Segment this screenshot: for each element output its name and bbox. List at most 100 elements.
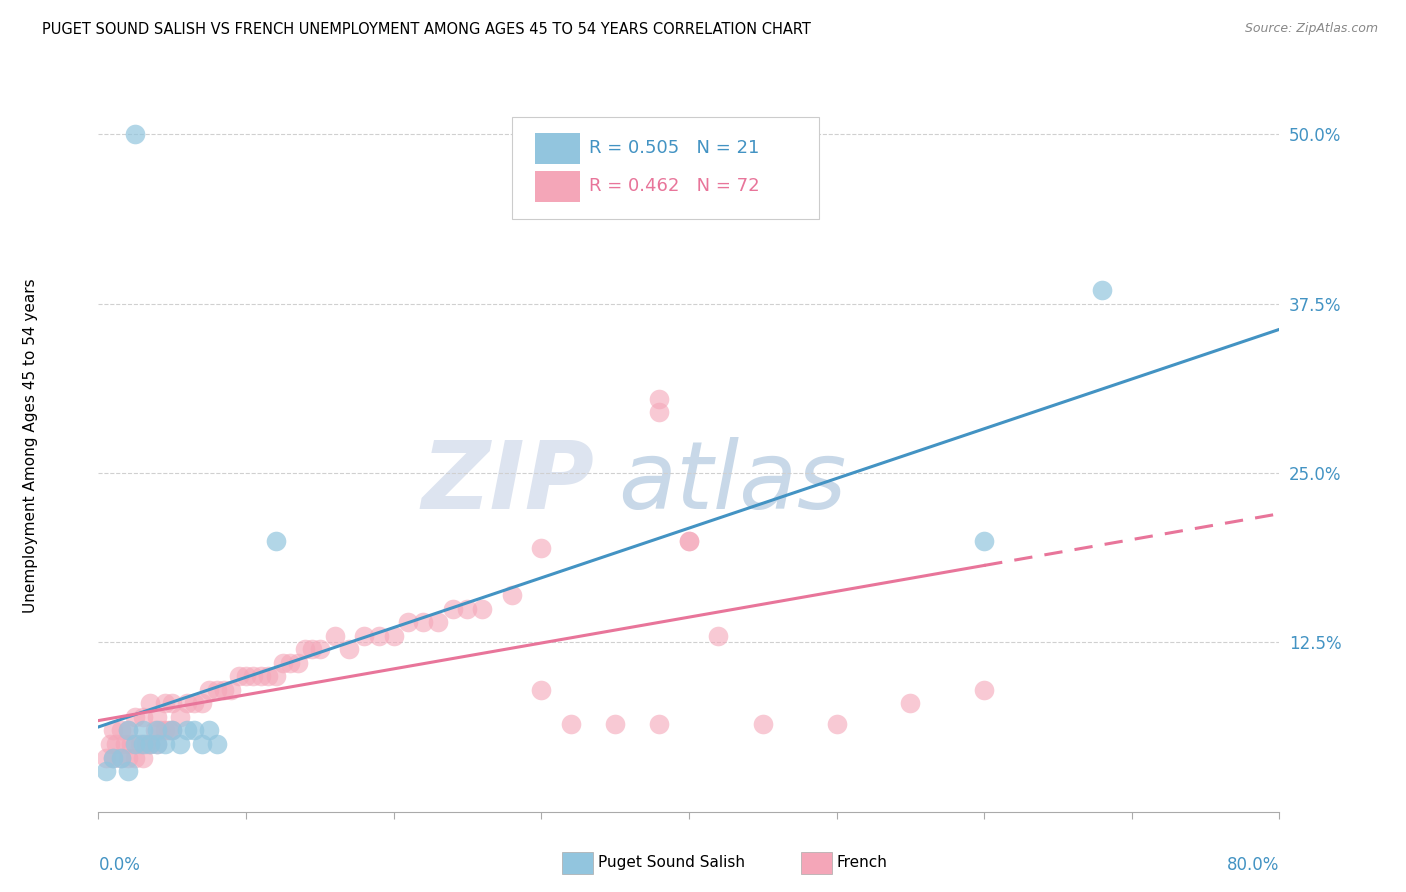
Point <box>751 716 773 731</box>
Point <box>132 737 155 751</box>
Point <box>124 710 146 724</box>
Point <box>162 697 183 711</box>
Text: 80.0%: 80.0% <box>1227 855 1279 873</box>
Point <box>128 737 150 751</box>
Point <box>139 697 162 711</box>
Text: French: French <box>837 855 887 870</box>
Point <box>198 682 221 697</box>
Point <box>219 682 242 697</box>
Point <box>94 750 117 764</box>
Point <box>117 764 139 778</box>
Point <box>146 723 169 738</box>
Point <box>110 723 132 738</box>
Point <box>191 697 214 711</box>
Point <box>114 737 136 751</box>
Point <box>124 737 146 751</box>
Point <box>153 737 176 751</box>
Point <box>124 750 146 764</box>
Point <box>648 405 671 419</box>
Point <box>412 615 434 629</box>
Point <box>456 601 478 615</box>
Point <box>183 697 205 711</box>
Point <box>648 392 671 406</box>
Text: Source: ZipAtlas.com: Source: ZipAtlas.com <box>1244 22 1378 36</box>
Point <box>427 615 450 629</box>
Text: R = 0.505   N = 21: R = 0.505 N = 21 <box>589 139 759 157</box>
Text: Unemployment Among Ages 45 to 54 years: Unemployment Among Ages 45 to 54 years <box>24 278 38 614</box>
Point <box>120 737 142 751</box>
Point <box>353 629 375 643</box>
Point <box>264 669 287 683</box>
Point <box>560 716 582 731</box>
Point <box>94 764 117 778</box>
Point <box>110 750 132 764</box>
Point <box>117 723 139 738</box>
Point <box>278 656 302 670</box>
Point <box>235 669 257 683</box>
Point <box>198 723 221 738</box>
Point <box>441 601 464 615</box>
Point <box>153 697 176 711</box>
Text: Puget Sound Salish: Puget Sound Salish <box>598 855 745 870</box>
Point <box>146 737 169 751</box>
Point <box>530 682 553 697</box>
Point <box>110 750 132 764</box>
Point <box>294 642 316 657</box>
Point <box>98 737 121 751</box>
Text: PUGET SOUND SALISH VS FRENCH UNEMPLOYMENT AMONG AGES 45 TO 54 YEARS CORRELATION : PUGET SOUND SALISH VS FRENCH UNEMPLOYMEN… <box>42 22 811 37</box>
Text: R = 0.462   N = 72: R = 0.462 N = 72 <box>589 178 759 195</box>
Text: ZIP: ZIP <box>422 436 595 529</box>
Point <box>309 642 332 657</box>
Point <box>135 737 157 751</box>
Point <box>143 723 166 738</box>
Point <box>153 723 176 738</box>
Point <box>287 656 309 670</box>
Point <box>117 723 139 738</box>
Point <box>250 669 273 683</box>
Point <box>973 533 995 548</box>
Point <box>205 682 228 697</box>
Point <box>471 601 494 615</box>
Point <box>678 533 700 548</box>
Point <box>176 723 198 738</box>
Point <box>103 750 125 764</box>
Text: atlas: atlas <box>619 437 846 528</box>
Bar <box>536 133 581 163</box>
Point <box>132 750 155 764</box>
Point <box>162 723 183 738</box>
Point <box>605 716 627 731</box>
Point <box>368 629 391 643</box>
Point <box>501 588 523 602</box>
Point <box>103 750 125 764</box>
Point <box>169 737 191 751</box>
Point <box>228 669 250 683</box>
Point <box>105 737 128 751</box>
Point <box>139 737 162 751</box>
Point <box>337 642 360 657</box>
Point <box>678 533 700 548</box>
Point <box>212 682 235 697</box>
Point <box>900 697 922 711</box>
Point <box>257 669 280 683</box>
Point <box>242 669 264 683</box>
Point <box>183 723 205 738</box>
Point <box>1091 283 1114 297</box>
Point <box>124 128 146 142</box>
Text: 0.0%: 0.0% <box>98 855 141 873</box>
Point <box>103 723 125 738</box>
Point <box>149 723 172 738</box>
Point <box>176 697 198 711</box>
Point <box>139 737 162 751</box>
Point <box>323 629 346 643</box>
Bar <box>536 171 581 202</box>
Point <box>973 682 995 697</box>
Point <box>707 629 730 643</box>
Point <box>205 737 228 751</box>
Point <box>162 723 183 738</box>
Point <box>132 723 155 738</box>
Point <box>169 710 191 724</box>
Point <box>825 716 848 731</box>
FancyBboxPatch shape <box>512 117 818 219</box>
Point <box>264 533 287 548</box>
Point <box>648 716 671 731</box>
